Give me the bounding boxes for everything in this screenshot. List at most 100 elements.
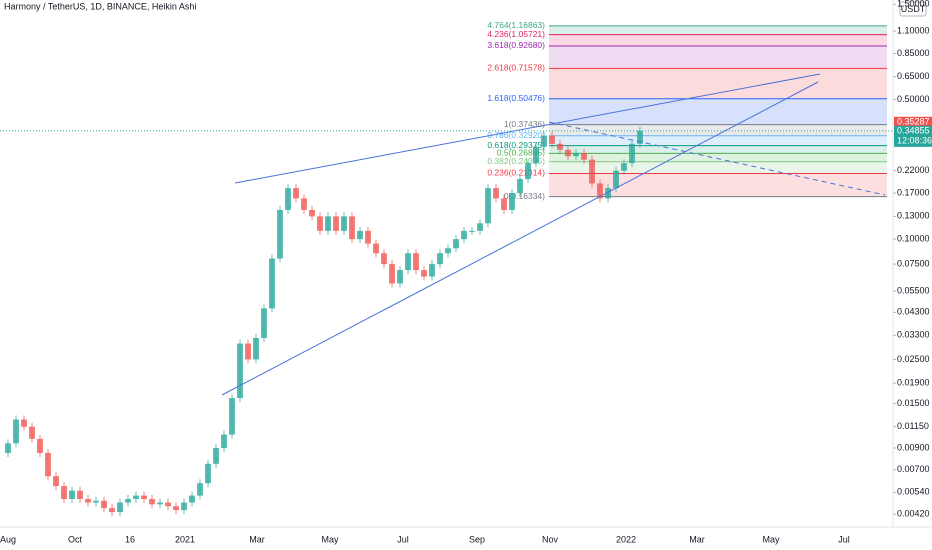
candle-body bbox=[53, 476, 59, 487]
y-tick-label: 0.01500 bbox=[897, 398, 930, 408]
candle-body bbox=[229, 398, 235, 435]
candle-body bbox=[253, 337, 259, 360]
y-tick-label: 0.00540 bbox=[897, 487, 930, 497]
candle-body bbox=[221, 434, 227, 449]
candle-body bbox=[637, 130, 643, 144]
candle-body bbox=[205, 463, 211, 484]
candle-body bbox=[437, 253, 443, 265]
candle-body bbox=[485, 188, 491, 224]
candle-body bbox=[381, 253, 387, 265]
fib-band bbox=[549, 145, 887, 154]
fib-label: 4.236(1.05721) bbox=[487, 29, 545, 39]
fib-levels: 4.764(1.16863)4.236(1.05721)3.618(0.9268… bbox=[487, 20, 887, 201]
candle-body bbox=[77, 490, 83, 499]
fib-label: 0.382(0.24395) bbox=[487, 156, 545, 166]
candle-body bbox=[117, 502, 123, 513]
candle-body bbox=[5, 443, 11, 453]
candle-body bbox=[133, 495, 139, 499]
candle-body bbox=[589, 159, 595, 184]
y-tick-label: 0.04300 bbox=[897, 307, 930, 317]
candle-body bbox=[573, 152, 579, 157]
candle-body bbox=[565, 149, 571, 157]
fib-band bbox=[549, 98, 887, 125]
last-price-label: 0.34855 bbox=[897, 126, 930, 136]
y-tick-label: 0.07500 bbox=[897, 258, 930, 268]
candle-body bbox=[149, 498, 155, 505]
y-tick-label: 0.10000 bbox=[897, 234, 930, 244]
y-tick-label: 0.17000 bbox=[897, 187, 930, 197]
trend-line-upper bbox=[234, 73, 821, 184]
candle-body bbox=[333, 216, 339, 231]
candle-body bbox=[125, 498, 131, 503]
fib-band bbox=[549, 124, 887, 136]
candle-body bbox=[517, 179, 523, 194]
fib-label: 1(0.37436) bbox=[504, 119, 545, 129]
y-tick-label: 1.50000 bbox=[897, 0, 930, 9]
candle-body bbox=[213, 448, 219, 464]
y-tick-label: 0.05500 bbox=[897, 285, 930, 295]
time-axis: Aug Oct 16 2021 Mar May Jul Sep Nov 2022… bbox=[0, 534, 850, 544]
candle-body bbox=[37, 438, 43, 453]
candle-body bbox=[325, 216, 331, 231]
countdown-label: 12:08:36 bbox=[897, 136, 932, 146]
fib-label: 3.618(0.92680) bbox=[487, 40, 545, 50]
candle-body bbox=[29, 426, 35, 439]
fib-band bbox=[549, 135, 887, 146]
fib-label: 4.764(1.16863) bbox=[487, 20, 545, 30]
candle-body bbox=[245, 343, 251, 360]
candle-body bbox=[605, 188, 611, 199]
candle-body bbox=[629, 143, 635, 164]
candle-body bbox=[581, 152, 587, 160]
y-tick-label: 0.50000 bbox=[897, 94, 930, 104]
x-tick-label: Aug bbox=[0, 534, 16, 544]
fib-label: 0.5(0.26885) bbox=[497, 148, 545, 158]
candle-body bbox=[373, 243, 379, 254]
candle-body bbox=[557, 143, 563, 150]
candle-body bbox=[461, 230, 467, 240]
x-tick-label: Oct bbox=[68, 534, 83, 544]
candle-body bbox=[549, 135, 555, 144]
candle-body bbox=[597, 183, 603, 199]
fib-label: 0.786(0.32920) bbox=[487, 130, 545, 140]
fib-band bbox=[549, 34, 887, 46]
candle-body bbox=[621, 163, 627, 171]
fib-band bbox=[549, 161, 887, 174]
candle-body bbox=[405, 253, 411, 271]
candle-body bbox=[237, 343, 243, 399]
candle-body bbox=[173, 506, 179, 511]
fib-label: 0(0.16334) bbox=[504, 191, 545, 201]
currency-label[interactable]: USDT bbox=[901, 4, 926, 14]
candle-body bbox=[445, 248, 451, 254]
candles bbox=[5, 126, 643, 517]
x-tick-label: 2022 bbox=[616, 534, 636, 544]
candle-body bbox=[541, 135, 547, 147]
trend-line-dashed bbox=[548, 121, 886, 196]
candle-body bbox=[261, 308, 267, 338]
x-tick-label: Jul bbox=[838, 534, 850, 544]
candle-body bbox=[285, 188, 291, 210]
candle-body bbox=[341, 216, 347, 231]
candle-body bbox=[45, 452, 51, 477]
candle-body bbox=[469, 230, 475, 232]
candle-body bbox=[277, 209, 283, 259]
candle-body bbox=[413, 253, 419, 271]
prev-price-label: 0.35287 bbox=[897, 117, 930, 127]
y-tick-label: 0.00420 bbox=[897, 508, 930, 518]
candle-body bbox=[61, 486, 67, 499]
currency-button[interactable] bbox=[899, 1, 927, 17]
y-tick-label: 0.22000 bbox=[897, 165, 930, 175]
candle-body bbox=[13, 419, 19, 444]
candle-body bbox=[389, 264, 395, 284]
candle-body bbox=[189, 495, 195, 503]
candle-body bbox=[293, 188, 299, 199]
y-tick-label: 0.01150 bbox=[897, 421, 929, 431]
candle-body bbox=[197, 483, 203, 496]
candle-body bbox=[429, 264, 435, 277]
x-tick-label: 2021 bbox=[175, 534, 195, 544]
fib-band bbox=[549, 45, 887, 69]
x-tick-label: Mar bbox=[249, 534, 265, 544]
fib-label: 1.618(0.50476) bbox=[487, 93, 545, 103]
fib-label: 0.236(0.21314) bbox=[487, 168, 545, 178]
y-tick-label: 0.00900 bbox=[897, 442, 930, 452]
